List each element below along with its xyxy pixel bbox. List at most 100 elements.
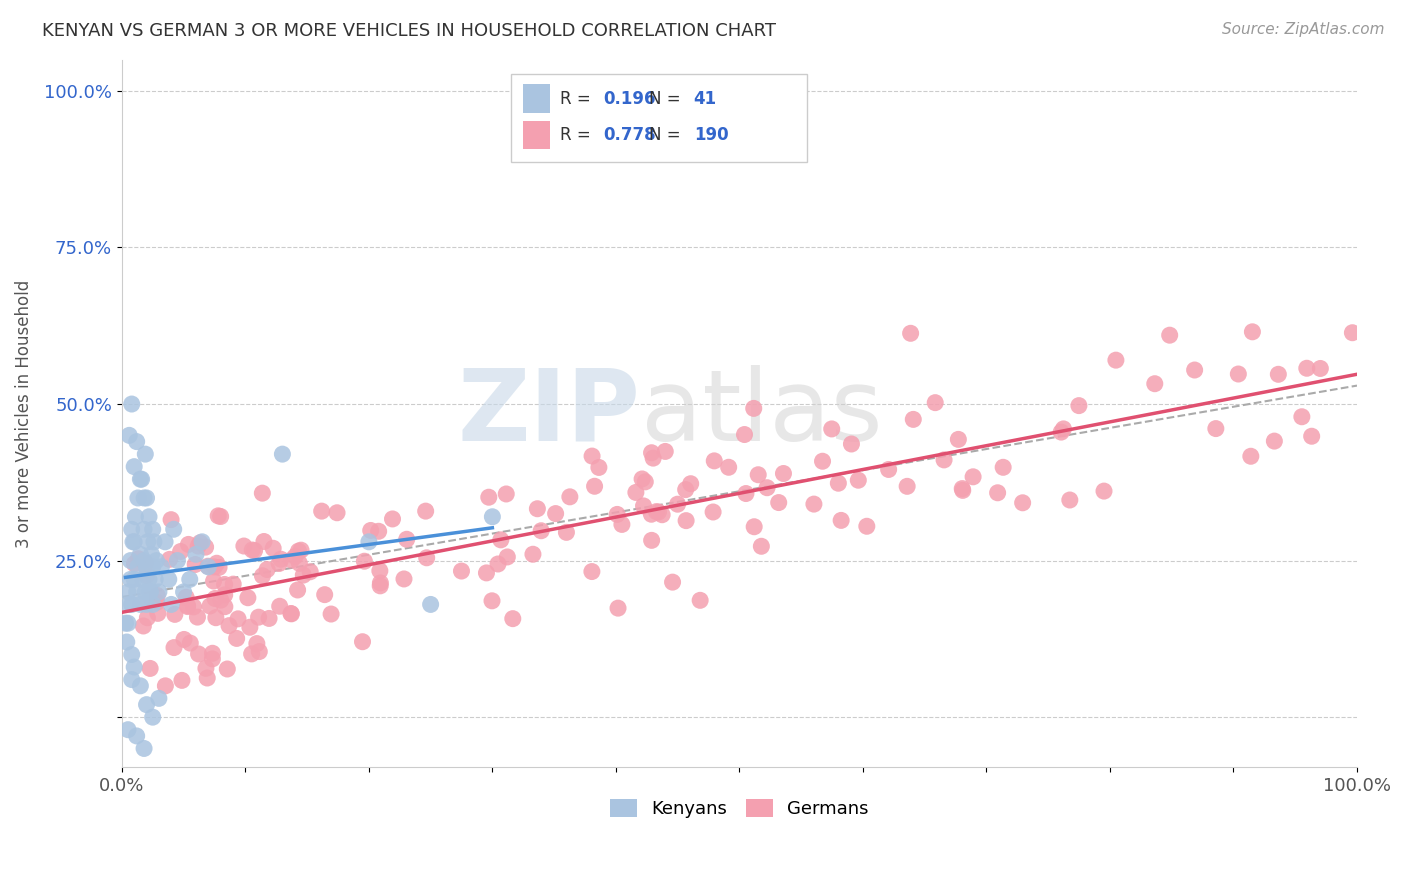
Point xyxy=(135,568,157,582)
Point xyxy=(214,588,236,602)
Point xyxy=(195,671,218,685)
Text: 0.778: 0.778 xyxy=(603,127,657,145)
Point xyxy=(654,444,676,458)
Point xyxy=(640,533,662,548)
Point xyxy=(125,729,148,743)
Y-axis label: 3 or more Vehicles in Household: 3 or more Vehicles in Household xyxy=(15,279,32,548)
Point xyxy=(647,505,669,519)
Point xyxy=(581,565,603,579)
Point xyxy=(1105,353,1128,368)
Text: Source: ZipAtlas.com: Source: ZipAtlas.com xyxy=(1222,22,1385,37)
Point xyxy=(1092,484,1115,499)
Point xyxy=(717,460,740,475)
Point xyxy=(127,551,149,566)
Point xyxy=(950,482,973,496)
Point xyxy=(314,588,336,602)
Point xyxy=(135,598,157,612)
Point xyxy=(1263,434,1285,449)
Point xyxy=(117,616,139,631)
Point xyxy=(846,473,869,487)
Point xyxy=(139,661,162,675)
Point xyxy=(256,562,278,576)
Point xyxy=(481,594,503,608)
Point xyxy=(357,534,380,549)
Point xyxy=(121,598,143,612)
Point xyxy=(1159,328,1181,343)
Point xyxy=(121,522,143,536)
Point xyxy=(735,486,758,500)
Point xyxy=(243,543,266,558)
Point xyxy=(148,585,170,599)
Point xyxy=(236,591,259,605)
Point xyxy=(142,522,165,536)
Point xyxy=(239,620,262,634)
Text: 0.196: 0.196 xyxy=(603,89,657,108)
Point xyxy=(991,460,1014,475)
Point xyxy=(214,599,236,614)
Point xyxy=(127,491,149,505)
Point xyxy=(319,607,342,621)
Point xyxy=(742,520,765,534)
Point xyxy=(924,395,946,409)
Point xyxy=(197,559,219,574)
Point xyxy=(247,644,270,658)
Point xyxy=(184,558,207,572)
Point xyxy=(209,593,232,607)
Point xyxy=(610,517,633,532)
Point xyxy=(117,723,139,737)
Point xyxy=(160,598,183,612)
Point xyxy=(201,652,224,666)
Point xyxy=(1205,421,1227,435)
Point xyxy=(194,540,217,554)
Point xyxy=(280,607,302,621)
Point xyxy=(1240,450,1263,464)
Point xyxy=(606,508,628,522)
Point xyxy=(218,618,240,632)
Point xyxy=(135,556,157,570)
Point xyxy=(262,541,284,556)
Legend: Kenyans, Germans: Kenyans, Germans xyxy=(603,792,876,825)
Point xyxy=(202,574,225,588)
Point xyxy=(287,544,309,558)
Point xyxy=(1227,367,1250,381)
Point xyxy=(290,543,312,558)
Point xyxy=(124,509,146,524)
Point xyxy=(122,660,145,674)
Point xyxy=(198,599,221,613)
Point xyxy=(115,635,138,649)
Point xyxy=(932,453,955,467)
Point xyxy=(495,487,517,501)
Point xyxy=(252,568,274,582)
Text: R =: R = xyxy=(561,127,596,145)
Point xyxy=(122,573,145,587)
Point xyxy=(1309,361,1331,376)
Point xyxy=(157,573,180,587)
Point xyxy=(142,534,165,549)
Point xyxy=(148,691,170,706)
Point xyxy=(962,470,984,484)
Point xyxy=(121,397,143,411)
Point xyxy=(756,481,779,495)
Point xyxy=(877,462,900,476)
Text: R =: R = xyxy=(561,89,596,108)
Point xyxy=(450,564,472,578)
Point xyxy=(143,573,166,587)
Point xyxy=(141,547,163,561)
Point xyxy=(481,509,503,524)
Point xyxy=(661,575,683,590)
Point xyxy=(689,593,711,607)
Point xyxy=(311,504,333,518)
Point xyxy=(841,437,863,451)
Point xyxy=(1291,409,1313,424)
Point xyxy=(526,501,548,516)
Point xyxy=(118,598,141,612)
Point xyxy=(146,607,169,621)
Point xyxy=(381,512,404,526)
Point xyxy=(1059,493,1081,508)
Point xyxy=(270,552,292,566)
Point xyxy=(326,506,349,520)
Point xyxy=(811,454,834,468)
Point xyxy=(280,607,302,621)
Point xyxy=(146,595,169,609)
Point xyxy=(217,662,239,676)
